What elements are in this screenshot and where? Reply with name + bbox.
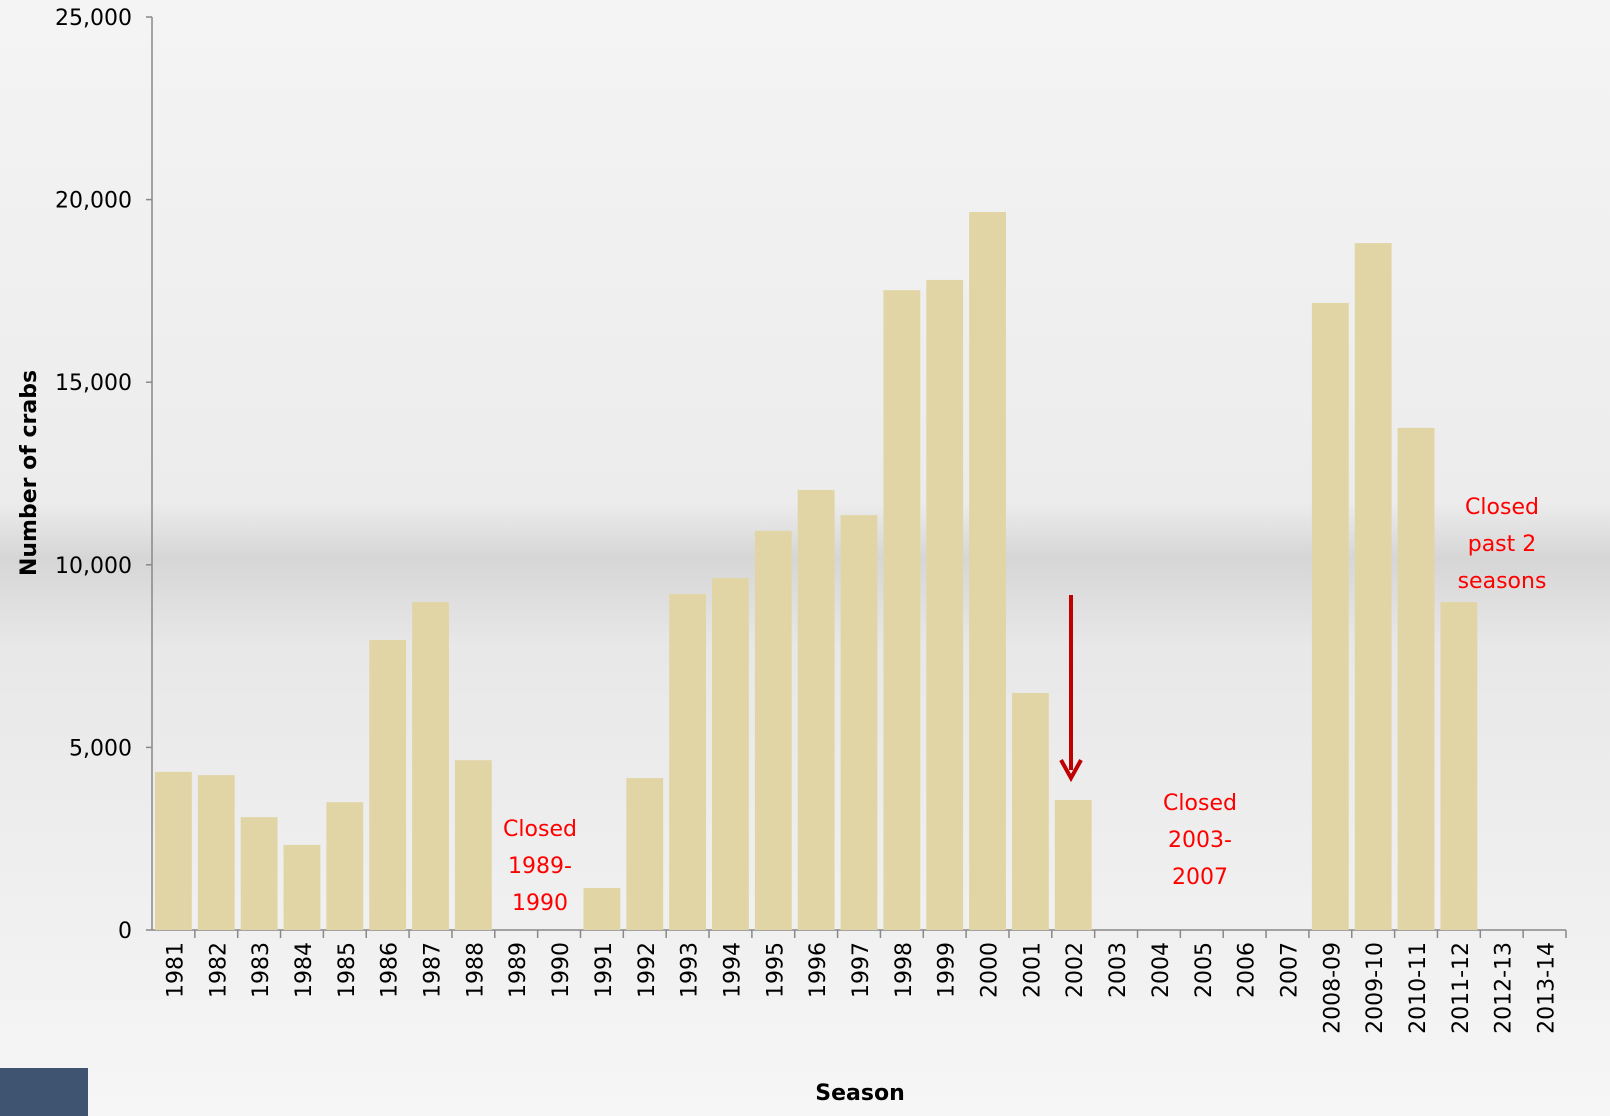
x-tick-label: 1998 bbox=[892, 942, 917, 998]
annotation-line: Closed bbox=[1163, 791, 1237, 816]
bar bbox=[154, 771, 192, 930]
annotation: Closed past 2 seasons bbox=[1458, 495, 1547, 594]
annotation-line: Closed bbox=[1465, 495, 1539, 520]
bar bbox=[583, 888, 621, 930]
x-tick-label: 2003 bbox=[1106, 942, 1131, 998]
x-tick-label: 1983 bbox=[249, 942, 274, 998]
x-tick-label: 1999 bbox=[935, 942, 960, 998]
y-tick-label: 10,000 bbox=[55, 554, 132, 579]
annotation: Closed 1989- 1990 bbox=[503, 817, 577, 916]
x-tick-label: 2006 bbox=[1235, 942, 1260, 998]
bar bbox=[1011, 692, 1049, 930]
annotation-line: 1990 bbox=[512, 891, 568, 916]
x-tick-label: 2009-10 bbox=[1363, 942, 1388, 1034]
x-tick-label: 1997 bbox=[849, 942, 874, 998]
bar bbox=[840, 515, 878, 930]
annotation-line: 2007 bbox=[1172, 865, 1228, 890]
x-tick-label: 1989 bbox=[506, 942, 531, 998]
bar bbox=[1354, 243, 1392, 930]
x-tick-label: 1988 bbox=[463, 942, 488, 998]
bar bbox=[412, 602, 449, 930]
x-tick-label: 1992 bbox=[635, 942, 660, 998]
x-tick-label: 1987 bbox=[421, 942, 446, 998]
bar bbox=[240, 817, 278, 930]
bar bbox=[883, 290, 921, 931]
annotation-line: Closed bbox=[503, 817, 577, 842]
bar bbox=[797, 489, 835, 930]
x-tick-label: 1984 bbox=[292, 942, 317, 998]
bar bbox=[969, 212, 1006, 931]
annotation-line: 1989- bbox=[508, 854, 572, 879]
y-tick-label: 5,000 bbox=[69, 736, 132, 761]
bar bbox=[326, 802, 364, 930]
x-tick-label: 1995 bbox=[763, 942, 788, 998]
arrow-head bbox=[1059, 759, 1083, 783]
x-tick-label: 2010-11 bbox=[1406, 942, 1431, 1034]
x-tick-label: 2012-13 bbox=[1492, 942, 1517, 1034]
x-tick-label: 1990 bbox=[549, 942, 574, 998]
bar bbox=[669, 594, 707, 930]
bar bbox=[197, 775, 235, 930]
bar bbox=[1054, 799, 1092, 930]
x-tick-label: 1985 bbox=[335, 942, 360, 998]
annotation-line: 2003- bbox=[1168, 828, 1232, 853]
bar bbox=[712, 577, 749, 930]
x-tick-label: 2005 bbox=[1192, 942, 1217, 998]
annotation-line: seasons bbox=[1458, 569, 1547, 594]
x-tick-label: 1986 bbox=[378, 942, 403, 998]
bar bbox=[926, 279, 964, 931]
x-tick-label: 1982 bbox=[206, 942, 231, 998]
x-tick-label: 1993 bbox=[678, 942, 703, 998]
bar bbox=[369, 640, 407, 930]
bar bbox=[454, 760, 492, 930]
x-tick-label: 1994 bbox=[720, 942, 745, 998]
y-tick-label: 25,000 bbox=[55, 6, 132, 31]
y-axis-label: Number of crabs bbox=[17, 370, 42, 576]
x-tick-label: 1981 bbox=[163, 942, 188, 998]
x-tick-label: 2007 bbox=[1277, 942, 1302, 998]
y-tick-label: 20,000 bbox=[55, 189, 132, 214]
x-tick-label: 2011-12 bbox=[1449, 942, 1474, 1034]
x-tick-label: 1996 bbox=[806, 942, 831, 998]
annotation-line: past 2 bbox=[1468, 532, 1537, 557]
x-tick-label: 2008-09 bbox=[1320, 942, 1345, 1034]
bar bbox=[626, 778, 664, 930]
y-tick-label: 0 bbox=[118, 919, 132, 944]
bar bbox=[283, 844, 321, 930]
annotation: Closed 2003- 2007 bbox=[1163, 791, 1237, 890]
bar bbox=[754, 530, 792, 930]
x-tick-label: 2001 bbox=[1020, 942, 1045, 998]
bar bbox=[1311, 302, 1349, 930]
bar bbox=[1440, 602, 1478, 930]
thumbnail-image bbox=[0, 1068, 88, 1116]
x-tick-label: 2004 bbox=[1149, 942, 1174, 998]
x-tick-label: 1991 bbox=[592, 942, 617, 998]
x-tick-label: 2000 bbox=[978, 942, 1003, 998]
x-tick-label: 2013-14 bbox=[1535, 942, 1560, 1034]
bar bbox=[1397, 427, 1435, 930]
x-tick-label: 2002 bbox=[1063, 942, 1088, 998]
y-tick-label: 15,000 bbox=[55, 371, 132, 396]
x-axis-label: Season bbox=[815, 1081, 904, 1106]
